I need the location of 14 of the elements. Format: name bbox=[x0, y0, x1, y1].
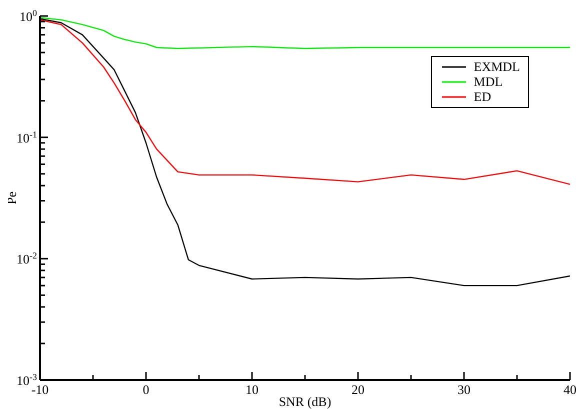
y-tick-label: 10$^{-2}$ bbox=[16, 250, 37, 267]
x-tick-label: 20 bbox=[352, 382, 364, 397]
line-series bbox=[40, 19, 570, 185]
y-tick-label: 10$^{-1}$ bbox=[16, 129, 37, 146]
legend-label: ED bbox=[474, 89, 492, 104]
x-tick-label: 0 bbox=[142, 382, 150, 397]
line-series bbox=[40, 17, 570, 50]
x-axis-title: SNR (dB) bbox=[278, 394, 332, 409]
x-tick-label: 40 bbox=[564, 382, 576, 397]
x-tick-label: 30 bbox=[458, 382, 470, 397]
legend-label: EXMDL bbox=[474, 59, 520, 74]
x-tick-label: 10 bbox=[246, 382, 258, 397]
y-tick-label: 10$^{0}$ bbox=[20, 8, 38, 24]
legend-label: MDL bbox=[474, 74, 503, 89]
